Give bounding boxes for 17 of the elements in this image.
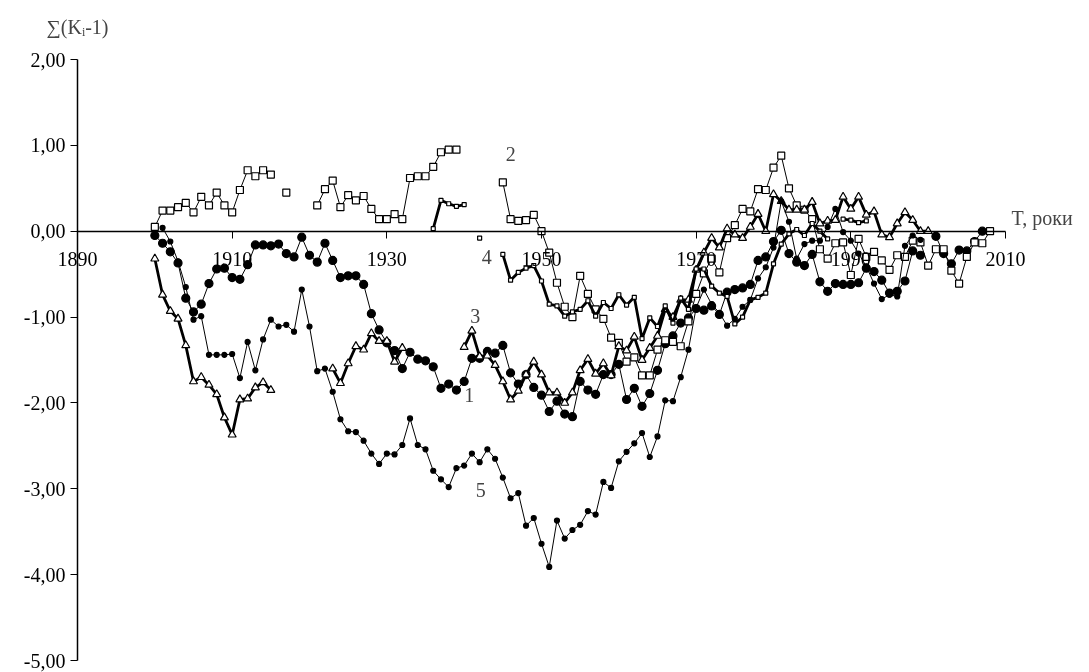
y-tick-label: -3,00 xyxy=(23,477,66,500)
y-tick-label: 2,00 xyxy=(30,48,66,71)
x-tick-label: 2010 xyxy=(985,248,1026,271)
series-label: 4 xyxy=(481,246,492,269)
y-axis-title: ∑(Kᵢ-1) xyxy=(46,15,109,39)
series-label: 3 xyxy=(470,305,481,328)
y-tick-label: -2,00 xyxy=(23,391,66,414)
y-tick-label: 0,00 xyxy=(30,220,66,243)
series-label: 5 xyxy=(475,479,486,502)
x-tick-label: 1930 xyxy=(366,248,407,271)
series-label: 1 xyxy=(464,384,475,407)
y-tick-label: -1,00 xyxy=(23,306,66,329)
x-axis-title: T, роки xyxy=(1011,207,1073,231)
y-tick-label: -5,00 xyxy=(23,649,66,672)
y-tick-label: 1,00 xyxy=(30,134,66,157)
y-tick-label: -4,00 xyxy=(23,563,66,586)
series-label: 2 xyxy=(505,143,516,166)
